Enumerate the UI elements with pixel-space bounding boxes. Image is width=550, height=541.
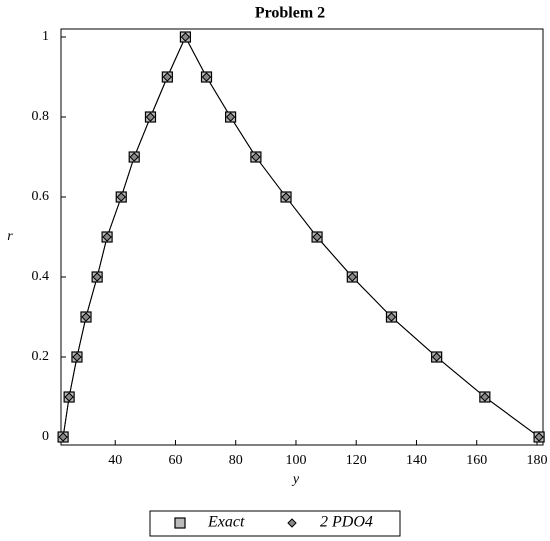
point	[81, 312, 91, 322]
point	[347, 272, 358, 282]
chart-title: Problem 2	[255, 5, 325, 22]
point	[251, 152, 261, 162]
x-tick-label: 160	[466, 453, 487, 468]
point	[72, 352, 82, 362]
legend-marker	[287, 518, 297, 528]
legend-marker	[174, 517, 186, 529]
point	[201, 72, 212, 82]
point	[281, 192, 291, 202]
point	[312, 232, 322, 242]
y-tick-label: 0	[42, 429, 49, 444]
point	[162, 72, 173, 82]
y-axis-label: r	[7, 229, 13, 244]
y-tick-label: 0.8	[32, 109, 50, 124]
y-tick-label: 0.4	[32, 269, 50, 284]
x-tick-label: 40	[108, 453, 122, 468]
point	[431, 352, 442, 362]
point	[129, 152, 139, 162]
point	[102, 232, 112, 242]
point	[64, 392, 74, 402]
point	[180, 32, 191, 42]
point	[92, 272, 102, 282]
point	[225, 112, 236, 122]
point	[386, 312, 397, 322]
legend-box	[149, 510, 401, 537]
y-tick-label: 0.2	[32, 349, 50, 364]
legend-label: 2 PDO4	[320, 514, 373, 531]
legend-label: Exact	[207, 514, 245, 531]
x-axis-label: y	[291, 472, 300, 487]
x-tick-label: 80	[229, 453, 243, 468]
point	[116, 192, 126, 202]
y-tick-label: 1	[42, 29, 49, 44]
x-tick-label: 100	[285, 453, 306, 468]
point	[534, 432, 544, 442]
x-tick-label: 60	[168, 453, 182, 468]
x-tick-label: 120	[346, 453, 367, 468]
point	[145, 112, 156, 122]
point	[480, 392, 490, 402]
x-tick-label: 180	[526, 453, 547, 468]
point	[58, 432, 68, 442]
plot-frame	[60, 28, 544, 446]
y-tick-label: 0.6	[32, 189, 50, 204]
x-tick-label: 140	[406, 453, 427, 468]
